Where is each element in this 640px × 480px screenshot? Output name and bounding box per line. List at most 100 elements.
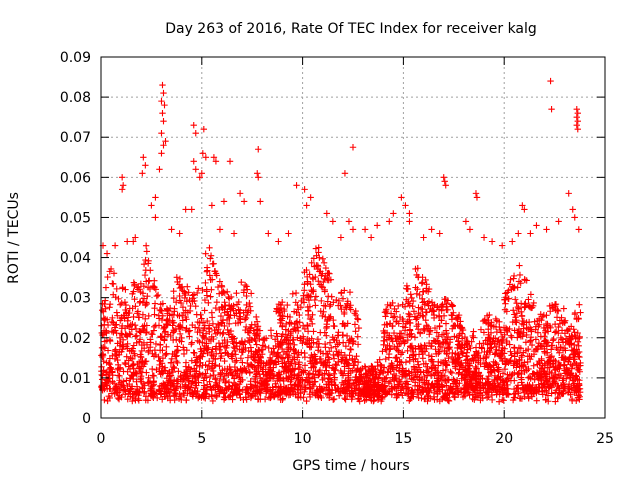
- data-point: [569, 206, 576, 213]
- data-point: [339, 354, 347, 361]
- data-point: [510, 284, 517, 292]
- data-point: [223, 370, 230, 377]
- data-point: [425, 352, 433, 359]
- data-point: [565, 369, 573, 376]
- data-point: [198, 170, 205, 177]
- data-point: [546, 368, 553, 376]
- data-point: [545, 384, 552, 392]
- data-point: [443, 350, 450, 357]
- data-point: [194, 328, 201, 336]
- data-point: [253, 341, 260, 348]
- data-point: [168, 355, 176, 363]
- data-point: [230, 230, 238, 237]
- data-point: [516, 271, 524, 279]
- data-point: [189, 378, 196, 385]
- data-point: [482, 337, 489, 344]
- data-point: [501, 365, 509, 373]
- data-point: [493, 328, 501, 336]
- data-point: [292, 289, 300, 297]
- data-point: [247, 384, 254, 392]
- data-point: [542, 320, 550, 328]
- data-point: [128, 326, 136, 333]
- data-point: [205, 344, 212, 351]
- data-point: [388, 360, 395, 367]
- data-point: [344, 298, 351, 305]
- data-point: [149, 393, 157, 400]
- data-point: [537, 311, 544, 318]
- data-point: [153, 366, 160, 374]
- data-point: [427, 357, 435, 365]
- data-point: [126, 388, 133, 395]
- data-point: [285, 366, 293, 374]
- data-point: [186, 307, 194, 315]
- data-point: [555, 374, 563, 382]
- data-point: [498, 242, 506, 249]
- data-point: [522, 339, 530, 346]
- data-point: [221, 357, 228, 365]
- data-point: [310, 363, 317, 370]
- data-point: [537, 364, 545, 372]
- data-point: [521, 206, 528, 213]
- data-point: [126, 347, 133, 355]
- data-point: [182, 313, 189, 321]
- plot-frame: [100, 56, 606, 419]
- data-point: [574, 117, 581, 125]
- data-point: [302, 384, 309, 391]
- data-point: [132, 397, 139, 404]
- data-point: [287, 328, 295, 336]
- data-point: [101, 396, 108, 404]
- data-point: [172, 299, 180, 306]
- data-point: [301, 186, 308, 193]
- data-point: [445, 355, 452, 362]
- data-point: [492, 323, 500, 331]
- data-point: [571, 309, 579, 317]
- data-point: [191, 297, 198, 305]
- data-point: [519, 386, 527, 394]
- data-point: [417, 330, 424, 337]
- data-point: [264, 377, 272, 384]
- data-point: [247, 324, 255, 332]
- data-point: [396, 333, 403, 341]
- data-point: [265, 230, 272, 237]
- data-point: [341, 310, 348, 318]
- data-point: [532, 384, 540, 391]
- data-point: [326, 348, 333, 355]
- data-point: [404, 285, 411, 292]
- data-point: [210, 355, 217, 362]
- data-point: [577, 309, 584, 316]
- data-point: [212, 330, 220, 338]
- data-point: [527, 230, 534, 237]
- data-point: [170, 288, 177, 295]
- data-point: [473, 194, 481, 201]
- data-point: [546, 375, 553, 382]
- data-point: [532, 336, 540, 343]
- data-point: [195, 285, 202, 292]
- data-point: [377, 366, 385, 374]
- data-point: [403, 296, 410, 303]
- data-point: [325, 354, 332, 361]
- data-point: [454, 314, 462, 321]
- data-point: [339, 320, 346, 328]
- data-point: [449, 358, 456, 366]
- data-point: [335, 352, 342, 360]
- data-point: [195, 372, 202, 380]
- data-point: [526, 352, 533, 360]
- data-point: [193, 354, 200, 361]
- data-point: [189, 393, 197, 400]
- data-point: [310, 357, 318, 364]
- data-point: [310, 328, 317, 335]
- data-point: [190, 349, 197, 356]
- data-point: [205, 393, 213, 400]
- data-point: [480, 329, 488, 336]
- data-point: [185, 289, 192, 296]
- data-point: [481, 359, 489, 366]
- data-point: [505, 295, 512, 302]
- data-point: [515, 305, 522, 312]
- data-point: [461, 385, 469, 392]
- data-point: [127, 354, 134, 362]
- data-point: [523, 324, 530, 332]
- data-point: [187, 366, 194, 373]
- data-point: [352, 307, 359, 315]
- data-point: [192, 302, 199, 310]
- data-point: [545, 364, 553, 371]
